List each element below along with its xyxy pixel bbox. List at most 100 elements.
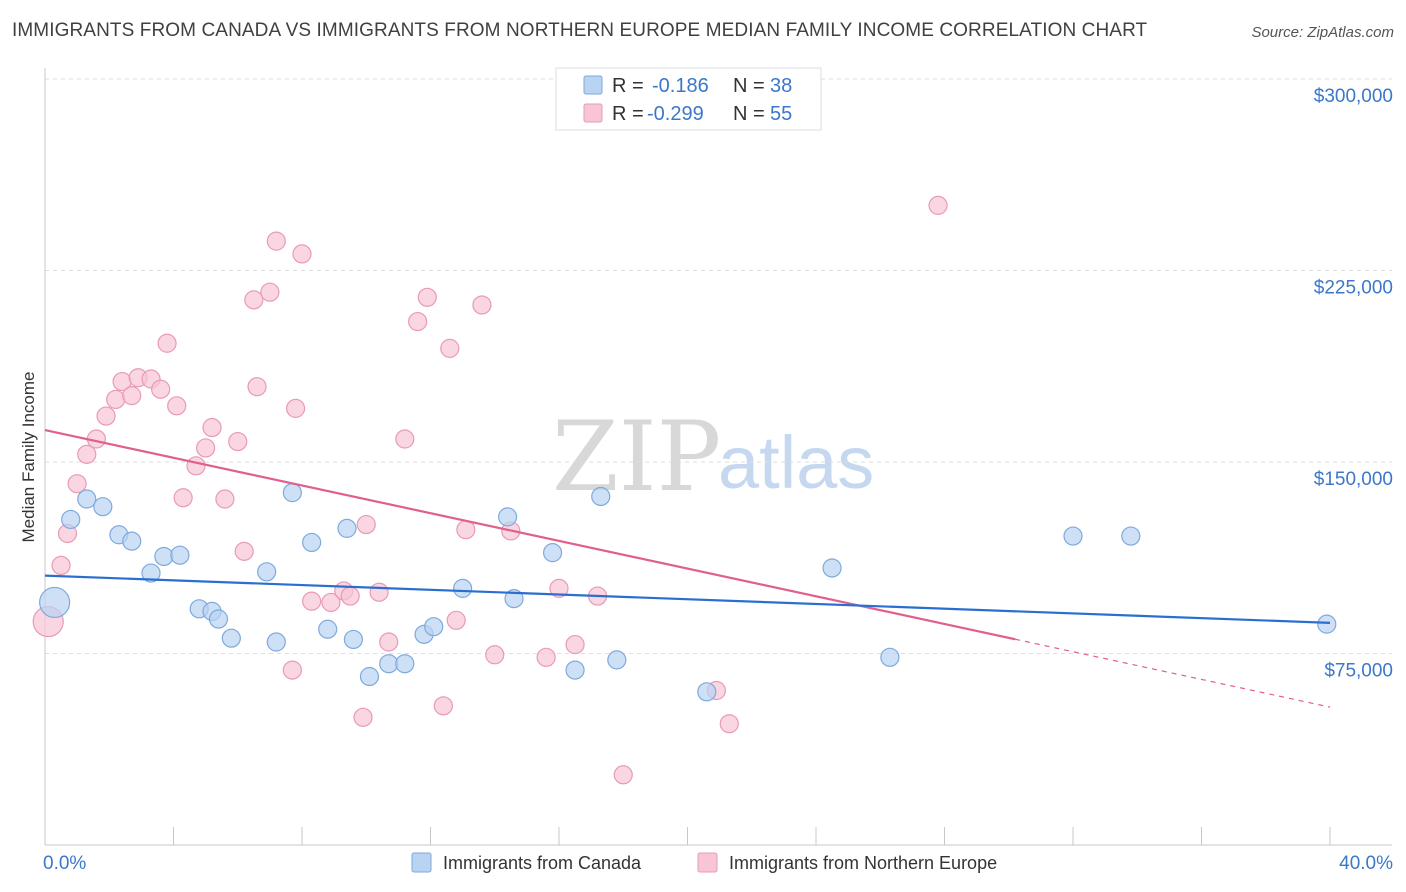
data-point [472,295,492,315]
stats-swatch-pink [583,103,603,123]
data-point [395,429,415,449]
watermark-zip: ZIP [552,401,721,513]
data-point [51,555,71,576]
y-axis-label: Median Family Income [19,371,38,542]
data-point [77,489,97,509]
data-point [106,389,126,410]
data-point [1317,614,1337,634]
data-point [228,431,248,452]
data-point [151,379,171,399]
data-point [719,714,739,734]
stats-r-label-pink: R = [612,103,644,125]
data-point [379,654,399,674]
data-point [549,578,569,598]
chart-source: Source: ZipAtlas.com [1251,24,1394,41]
data-point [167,396,187,416]
data-point [215,489,235,509]
data-point [408,311,428,332]
legend-label-blue: Immigrants from Canada [443,853,642,873]
data-point [244,290,264,310]
trend-line-pink-dashed [1015,638,1331,708]
data-point [343,629,363,650]
data-point [266,632,286,652]
trend-line-blue-solid [44,574,1331,624]
stats-n-label-pink: N = [733,103,765,125]
data-point [154,546,174,567]
x-ticks [44,827,1331,845]
data-point [880,647,900,667]
stats-n-value-blue: 38 [770,75,792,97]
data-point [379,632,399,652]
data-point [234,541,254,561]
y-tick-label: $225,000 [1314,278,1393,299]
stats-n-value-pink: 55 [770,103,792,125]
data-point [928,195,948,215]
data-point [96,406,116,426]
data-point [1121,526,1141,546]
data-point [446,610,466,630]
stats-r-label-blue: R = [612,75,644,97]
stats-r-value-pink: -0.299 [647,103,704,125]
data-point [424,617,444,637]
series-blue-points [39,483,1337,702]
data-point [613,765,633,785]
data-point [591,486,611,507]
data-point [318,619,338,639]
y-tick-label: $300,000 [1314,86,1393,107]
data-point [565,660,585,680]
data-point [340,586,360,606]
data-point [565,634,585,655]
data-point [292,244,312,264]
x-tick-label-max: 40.0% [1339,853,1393,874]
data-point [453,578,473,598]
data-point [260,282,280,302]
legend: Immigrants from Canada Immigrants from N… [411,852,997,873]
data-point [257,562,277,582]
data-point [353,707,373,727]
stats-swatch-blue [583,75,603,95]
data-point [417,287,437,307]
data-point [170,545,190,565]
data-point [157,333,177,353]
data-point [607,650,627,670]
data-point [196,438,216,458]
data-point [1063,526,1083,546]
legend-label-pink: Immigrants from Northern Europe [729,853,997,873]
data-point [173,488,193,508]
data-point [77,444,97,464]
data-point [536,647,556,667]
data-point [141,563,161,583]
data-point [321,592,341,613]
axes [44,68,1392,846]
data-point [122,386,142,406]
data-point [39,586,71,619]
data-point [542,543,563,563]
data-point [282,660,302,680]
data-point [440,338,460,358]
data-point [266,231,286,251]
data-point [369,582,389,602]
grid [45,78,1392,654]
data-point [485,645,505,665]
data-point [208,609,229,629]
chart-title: IMMIGRANTS FROM CANADA VS IMMIGRANTS FRO… [12,20,1148,41]
stats-box: R = -0.186 N = 38 R = -0.299 N = 55 [555,67,822,131]
data-point [282,483,302,503]
data-point [822,558,842,578]
data-point [61,509,81,530]
data-point [122,531,142,551]
stats-r-value-blue: -0.186 [652,75,709,97]
data-point [337,518,357,538]
legend-swatch-pink [697,852,718,873]
data-point [285,398,306,418]
data-point [433,696,453,716]
data-point [302,532,322,553]
data-point [498,507,518,527]
stats-n-label-blue: N = [733,75,765,97]
data-point [697,682,717,702]
y-tick-label: $75,000 [1324,661,1393,682]
data-point [93,497,113,517]
trend-lines [44,429,1331,708]
data-point [221,628,241,648]
x-tick-label-min: 0.0% [43,853,86,874]
